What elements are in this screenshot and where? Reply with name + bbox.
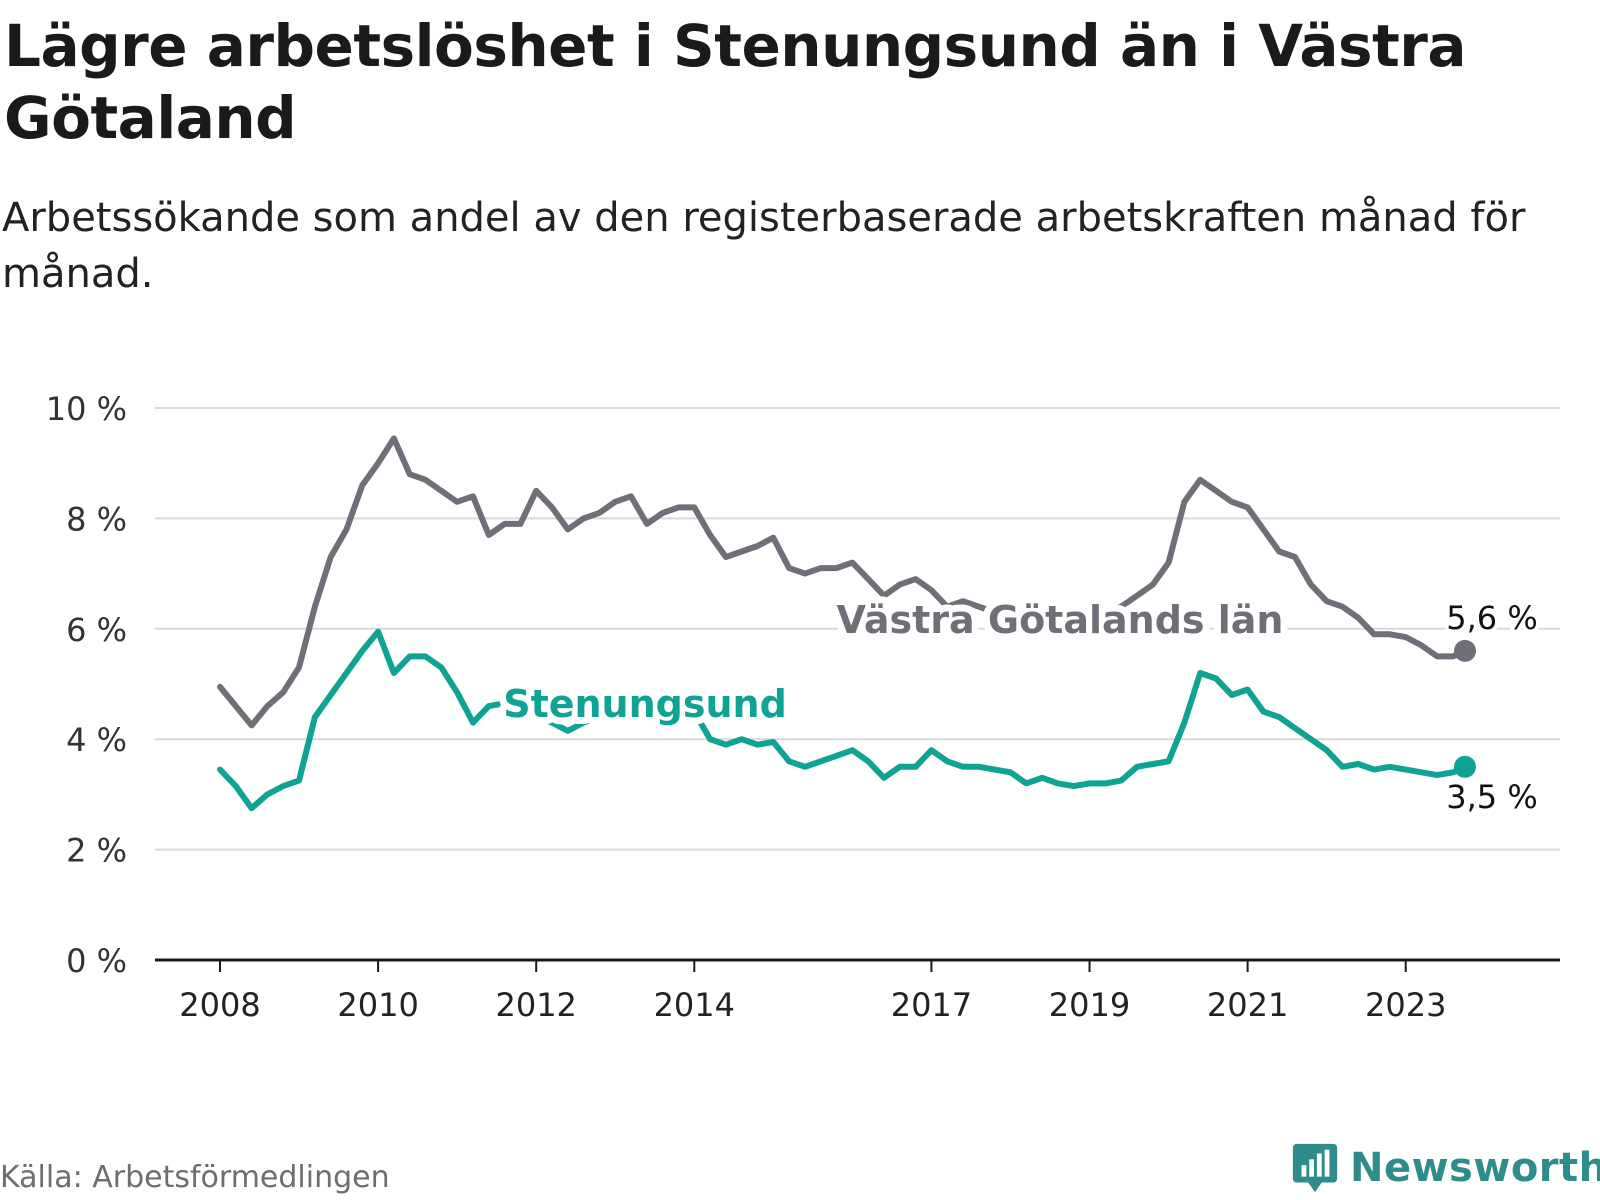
x-axis-ticks: 2008 2010 2012 2014 2017 2019 2021 2023 xyxy=(179,960,1446,1024)
y-tick-label: 10 % xyxy=(46,390,127,428)
grid-lines xyxy=(155,407,1560,851)
x-tick-label: 2019 xyxy=(1049,986,1130,1024)
bar-chart-icon xyxy=(1292,1143,1338,1193)
y-tick-label: 0 % xyxy=(66,942,127,980)
x-tick-label: 2010 xyxy=(337,986,418,1024)
brand-name: Newsworthy xyxy=(1350,1145,1600,1191)
y-axis-ticks: 0 % 2 % 4 % 6 % 8 % 10 % xyxy=(46,390,127,980)
series-label-stenungsund: Stenungsund xyxy=(503,682,787,726)
end-point-region xyxy=(1454,639,1476,662)
x-tick-label: 2021 xyxy=(1207,986,1288,1024)
line-chart: 0 % 2 % 4 % 6 % 8 % 10 % 2008 2010 2012 2014 2017… xyxy=(46,390,1560,1024)
source-credit: Källa: Arbetsförmedlingen xyxy=(0,1160,390,1195)
y-tick-label: 8 % xyxy=(66,500,127,538)
series-labels: Västra Götalands län Stenungsund 5,6 % 3,5 … xyxy=(496,591,1542,820)
series-label-region: Västra Götalands län xyxy=(837,598,1284,642)
x-tick-label: 2023 xyxy=(1365,986,1446,1024)
series-line-region xyxy=(217,435,1468,729)
end-point-stenungsund xyxy=(1454,755,1476,778)
x-tick-label: 2014 xyxy=(654,986,735,1024)
end-label-stenungsund: 3,5 % xyxy=(1446,778,1537,816)
x-tick-label: 2008 xyxy=(179,986,260,1024)
end-label-region: 5,6 % xyxy=(1446,599,1537,637)
brand-logo[interactable]: Newsworthy xyxy=(1292,1140,1600,1196)
y-tick-label: 2 % xyxy=(66,832,127,870)
series-lines xyxy=(217,435,1476,812)
chart-title: Lägre arbetslöshet i Stenungsund än i Vä… xyxy=(4,12,1467,152)
series-line-stenungsund xyxy=(217,628,1468,812)
chart-subtitle: Arbetssökande som andel av den registerb… xyxy=(2,195,1526,297)
y-tick-label: 6 % xyxy=(66,611,127,649)
x-tick-label: 2017 xyxy=(891,986,972,1024)
x-tick-label: 2012 xyxy=(495,986,576,1024)
y-tick-label: 4 % xyxy=(66,721,127,759)
